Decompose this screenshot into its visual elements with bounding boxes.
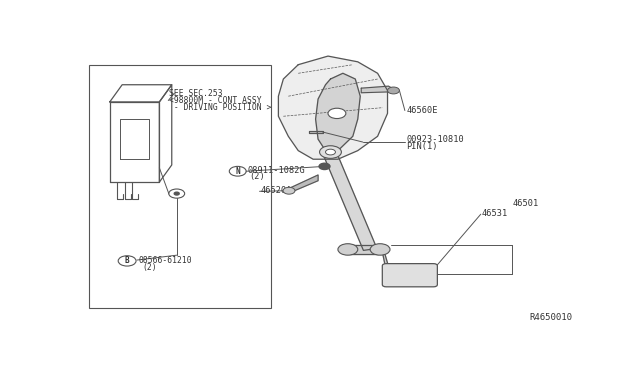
Text: (2): (2): [142, 263, 157, 272]
Text: R4650010: R4650010: [529, 313, 572, 322]
Polygon shape: [278, 56, 388, 159]
Text: <98800M - CONT ASSY: <98800M - CONT ASSY: [169, 96, 262, 105]
Text: 46501: 46501: [513, 199, 540, 208]
Polygon shape: [383, 246, 388, 283]
Text: 00923-10810: 00923-10810: [406, 135, 464, 144]
Polygon shape: [324, 154, 377, 250]
Text: 08566-61210: 08566-61210: [138, 256, 191, 264]
Text: 46531: 46531: [482, 209, 508, 218]
Text: 46520A: 46520A: [261, 186, 292, 195]
FancyBboxPatch shape: [382, 264, 437, 287]
Circle shape: [174, 192, 179, 195]
Polygon shape: [350, 245, 378, 254]
Text: N: N: [236, 167, 240, 176]
Polygon shape: [289, 175, 318, 193]
Text: 46560E: 46560E: [406, 106, 438, 115]
Text: B: B: [125, 256, 129, 265]
Circle shape: [370, 244, 390, 255]
Text: SEE SEC.253: SEE SEC.253: [169, 89, 223, 98]
Bar: [89, 65, 271, 308]
Text: 08911-1082G: 08911-1082G: [248, 166, 305, 174]
Circle shape: [319, 163, 330, 170]
Circle shape: [387, 87, 399, 94]
Circle shape: [326, 149, 335, 155]
Polygon shape: [361, 86, 394, 93]
Circle shape: [283, 187, 295, 194]
Circle shape: [328, 108, 346, 119]
Polygon shape: [309, 131, 323, 133]
Circle shape: [338, 244, 358, 255]
Text: (2): (2): [250, 173, 266, 182]
Circle shape: [319, 146, 341, 158]
Text: - DRIVING POSITION >: - DRIVING POSITION >: [169, 103, 271, 112]
Polygon shape: [316, 73, 360, 151]
Text: PIN(1): PIN(1): [406, 142, 438, 151]
